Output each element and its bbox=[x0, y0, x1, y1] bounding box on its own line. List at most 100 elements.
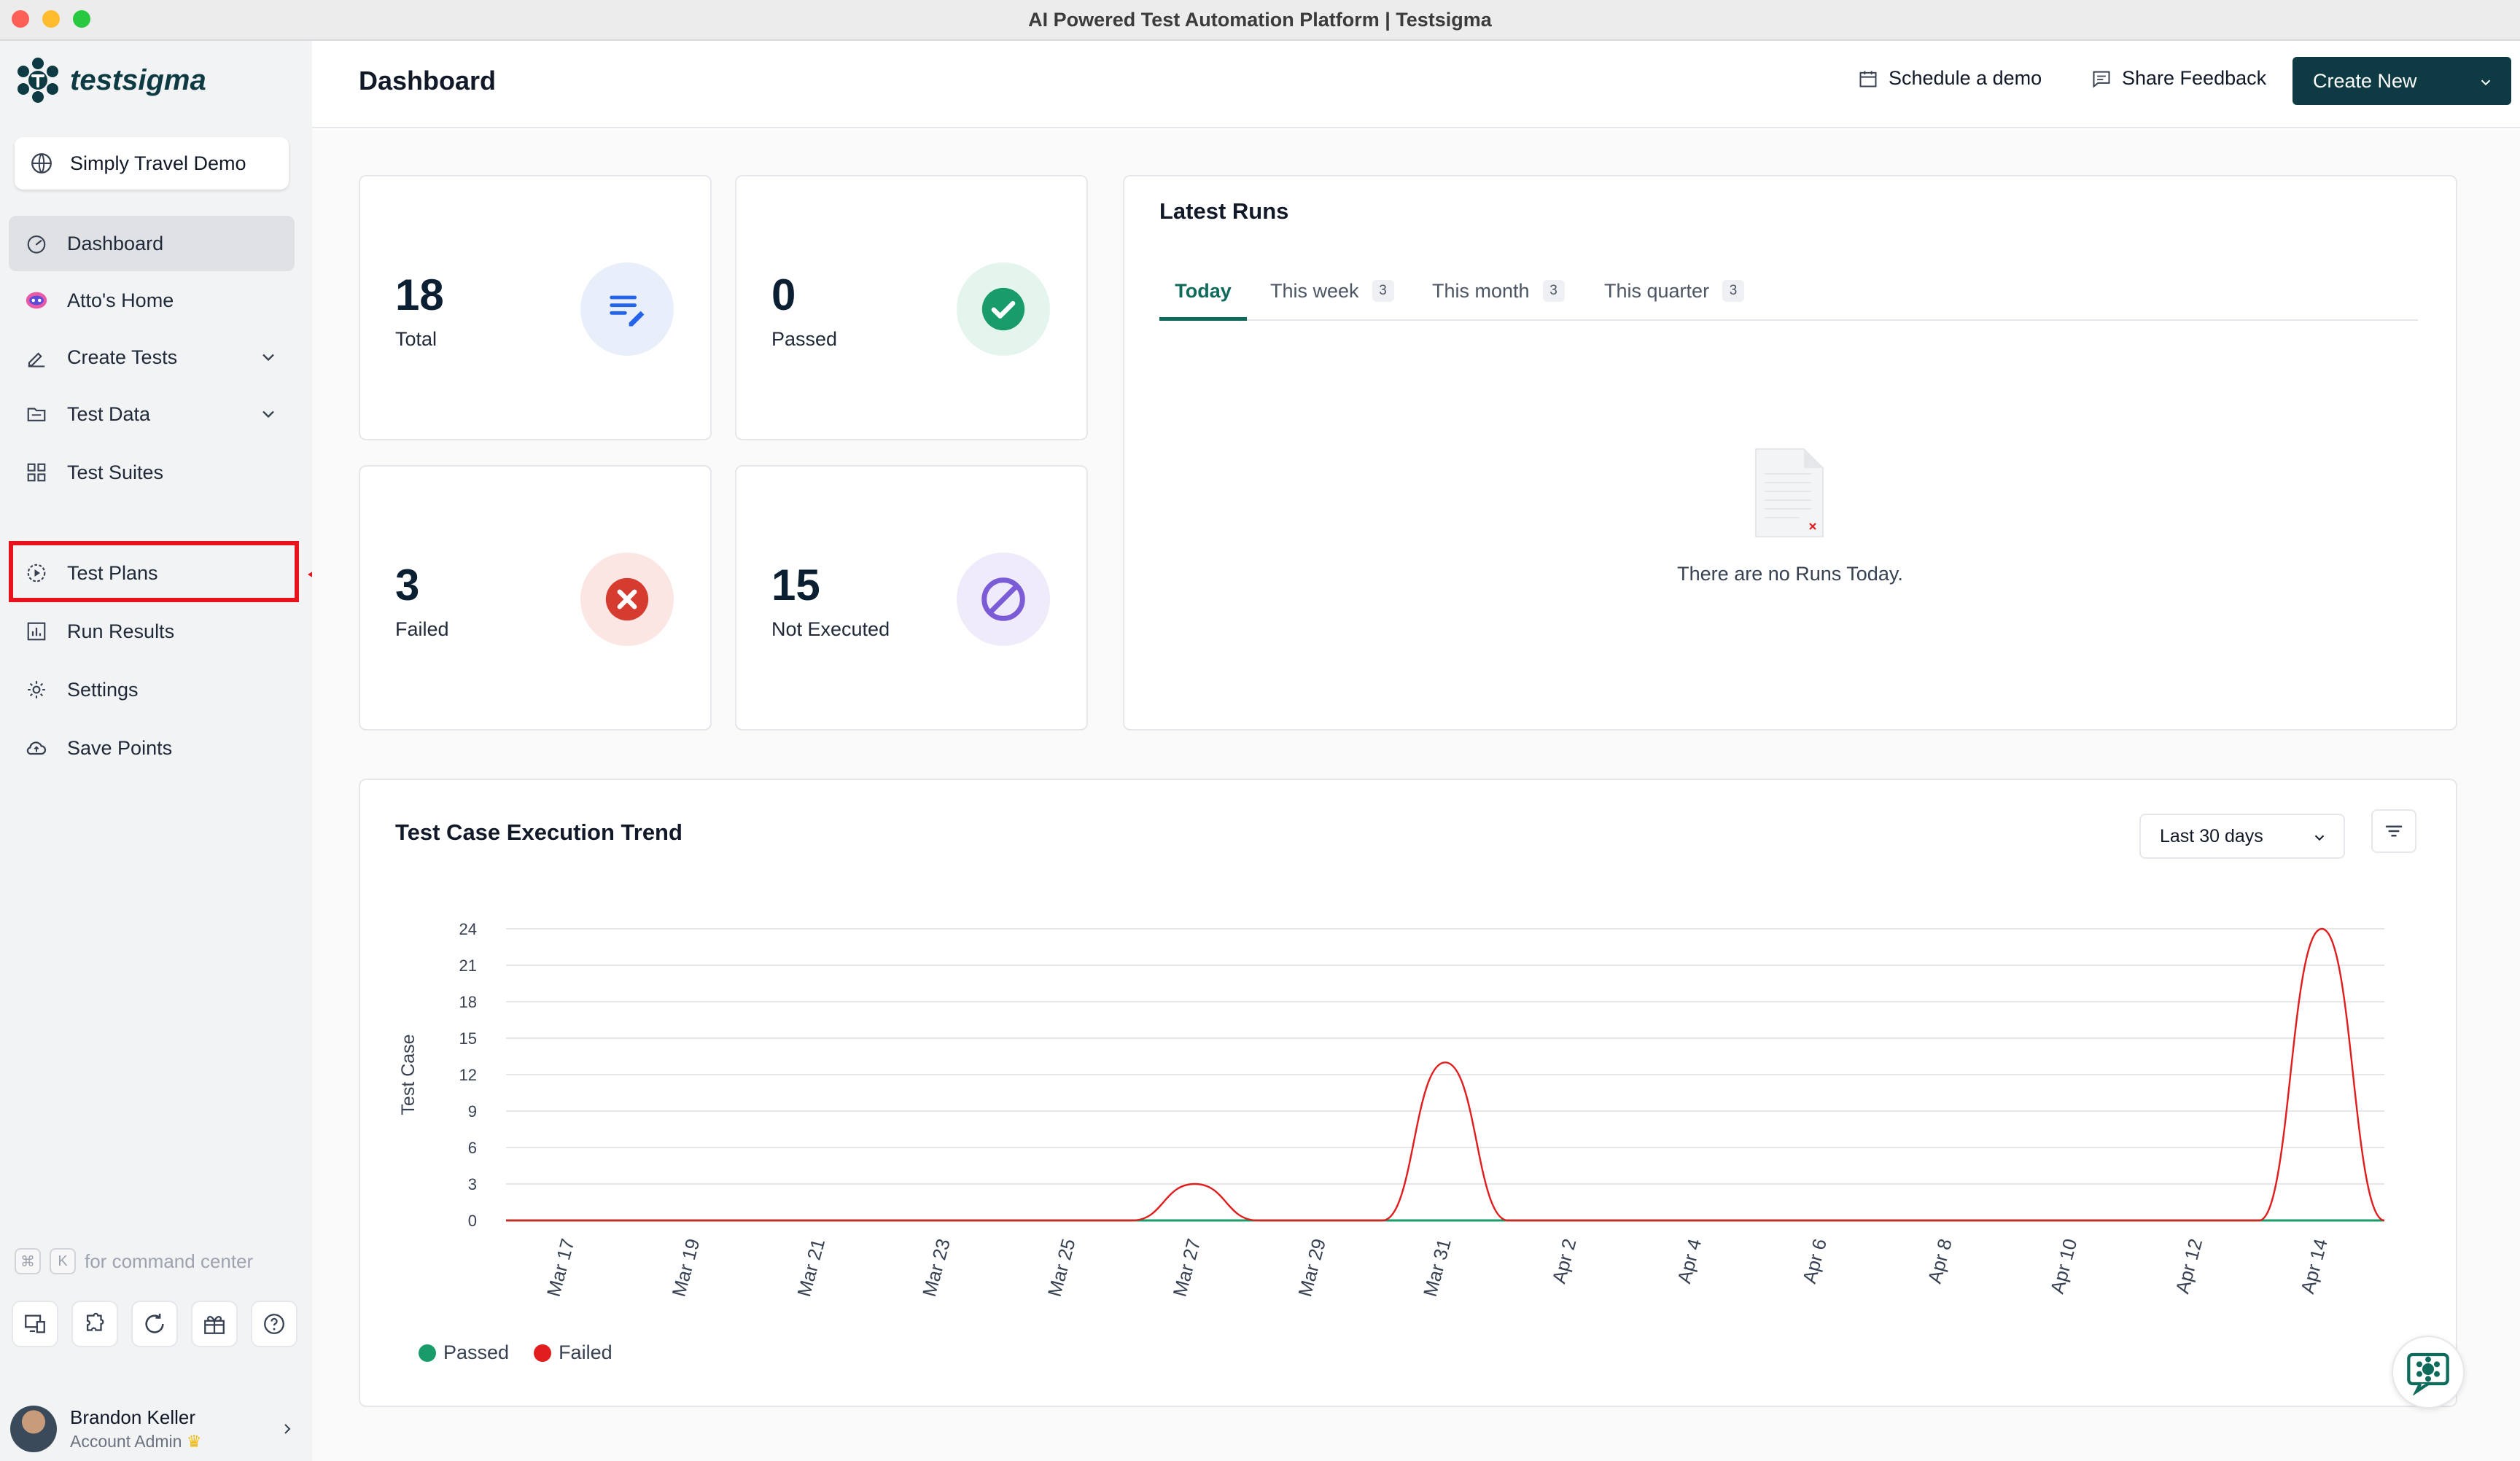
tab-label: This week bbox=[1270, 280, 1359, 302]
brand-name: testsigma bbox=[70, 63, 206, 96]
sidebar-item-test-data[interactable]: Test Data bbox=[9, 386, 295, 442]
empty-runs-message: There are no Runs Today. bbox=[1677, 563, 1903, 585]
stat-label: Total bbox=[395, 328, 438, 350]
create-new-label: Create New bbox=[2313, 69, 2417, 92]
y-tick-label: 15 bbox=[459, 1029, 477, 1048]
sidebar-item-dashboard[interactable]: Dashboard bbox=[9, 216, 295, 271]
stat-card-not-executed[interactable]: 15 Not Executed bbox=[735, 465, 1088, 730]
grid-icon bbox=[23, 459, 50, 486]
sidebar-item-test-plans[interactable]: Test Plans bbox=[9, 545, 295, 601]
legend-item-failed[interactable]: Failed bbox=[534, 1341, 612, 1364]
schedule-demo-label: Schedule a demo bbox=[1889, 67, 2042, 89]
legend-label: Failed bbox=[559, 1341, 612, 1363]
crown-icon: ♛ bbox=[186, 1432, 202, 1451]
bar-chart-icon bbox=[23, 618, 50, 644]
x-tick-label: Apr 6 bbox=[1798, 1236, 1831, 1286]
legend-label: Passed bbox=[443, 1341, 510, 1363]
maximize-window-button[interactable] bbox=[73, 10, 90, 28]
stat-label: Failed bbox=[395, 618, 449, 640]
stat-card-failed[interactable]: 3 Failed bbox=[359, 465, 712, 730]
y-tick-label: 24 bbox=[459, 920, 477, 938]
x-tick-label: Mar 21 bbox=[793, 1236, 829, 1299]
sidebar-item-create-tests[interactable]: Create Tests bbox=[9, 330, 295, 385]
minimize-window-button[interactable] bbox=[42, 10, 60, 28]
legend-item-passed[interactable]: Passed bbox=[419, 1341, 509, 1364]
y-tick-label: 21 bbox=[459, 957, 477, 975]
chevron-right-icon bbox=[284, 1424, 291, 1434]
chat-assistant-button[interactable] bbox=[2392, 1336, 2465, 1409]
window-titlebar: AI Powered Test Automation Platform | Te… bbox=[0, 0, 2520, 41]
latest-runs-title: Latest Runs bbox=[1159, 198, 1289, 224]
create-new-button[interactable]: Create New bbox=[2292, 57, 2511, 105]
globe-icon bbox=[31, 153, 52, 174]
stat-card-total[interactable]: 18 Total bbox=[359, 175, 712, 440]
date-range-value: Last 30 days bbox=[2160, 825, 2263, 846]
stat-value: 15 bbox=[771, 561, 820, 609]
whats-new-button[interactable] bbox=[191, 1301, 238, 1347]
user-profile[interactable]: Brandon Keller Account Admin ♛ bbox=[10, 1401, 302, 1457]
tab-label: This quarter bbox=[1604, 280, 1710, 302]
ban-icon bbox=[957, 553, 1050, 646]
tab-count-badge: 3 bbox=[1722, 280, 1745, 302]
sidebar-item-label: Test Suites bbox=[67, 461, 164, 483]
device-button[interactable] bbox=[12, 1301, 58, 1347]
stat-label: Not Executed bbox=[771, 618, 890, 640]
x-tick-label: Mar 31 bbox=[1419, 1236, 1455, 1299]
list-edit-icon bbox=[580, 262, 674, 356]
chart-filter-button[interactable] bbox=[2371, 809, 2416, 853]
execution-trend-chart: 0 3 6 9 12 15 18 21 24 Test Case Mar 17 Mar 19 Mar 2… bbox=[398, 920, 2385, 1299]
command-hint-text: for command center bbox=[85, 1250, 254, 1272]
x-tick-label: Mar 23 bbox=[918, 1236, 954, 1299]
check-circle-icon bbox=[957, 262, 1050, 356]
schedule-demo-link[interactable]: Schedule a demo bbox=[1858, 67, 2042, 90]
tab-this-week[interactable]: This week 3 bbox=[1270, 273, 1394, 321]
chevron-down-icon bbox=[262, 410, 274, 418]
x-circle-icon bbox=[580, 553, 674, 646]
date-range-select[interactable]: Last 30 days bbox=[2139, 814, 2345, 859]
avatar bbox=[10, 1406, 57, 1452]
y-tick-label: 6 bbox=[468, 1139, 477, 1157]
atto-bot-icon bbox=[23, 287, 50, 313]
gift-icon bbox=[204, 1315, 225, 1334]
project-name: Simply Travel Demo bbox=[70, 152, 246, 174]
x-tick-label: Apr 8 bbox=[1924, 1236, 1956, 1286]
command-center-hint: ⌘ K for command center bbox=[15, 1248, 253, 1274]
project-switcher[interactable]: Simply Travel Demo bbox=[15, 137, 289, 190]
stat-card-passed[interactable]: 0 Passed bbox=[735, 175, 1088, 440]
chevron-down-icon bbox=[2314, 835, 2325, 841]
chevron-down-icon bbox=[2481, 79, 2491, 86]
x-tick-label: Mar 27 bbox=[1168, 1236, 1205, 1299]
sidebar-item-save-points[interactable]: Save Points bbox=[9, 720, 295, 776]
sidebar-item-run-results[interactable]: Run Results bbox=[9, 604, 295, 659]
empty-document-icon bbox=[1755, 448, 1824, 537]
latest-runs-tabs: Today This week 3 This month 3 This quarte… bbox=[1159, 273, 2418, 321]
tab-label: This month bbox=[1432, 280, 1530, 302]
y-axis-label: Test Case bbox=[398, 1034, 419, 1115]
refresh-icon bbox=[145, 1313, 164, 1333]
close-window-button[interactable] bbox=[12, 10, 29, 28]
k-key: K bbox=[50, 1248, 76, 1274]
sidebar-item-test-suites[interactable]: Test Suites bbox=[9, 445, 295, 500]
addons-button[interactable] bbox=[71, 1301, 118, 1347]
x-tick-label: Apr 12 bbox=[2171, 1236, 2206, 1296]
play-circle-icon bbox=[23, 560, 50, 586]
sidebar-item-attos-home[interactable]: Atto's Home bbox=[9, 273, 295, 328]
legend-swatch bbox=[419, 1344, 436, 1362]
utility-toolbar bbox=[12, 1301, 298, 1347]
sidebar-item-settings[interactable]: Settings bbox=[9, 662, 295, 717]
sidebar-item-label: Test Data bbox=[67, 402, 151, 425]
help-button[interactable] bbox=[251, 1301, 298, 1347]
y-tick-label: 0 bbox=[468, 1212, 477, 1230]
dashboard-gauge-icon bbox=[23, 230, 50, 257]
refresh-button[interactable] bbox=[131, 1301, 178, 1347]
tab-label: Today bbox=[1175, 280, 1232, 302]
x-tick-label: Apr 4 bbox=[1673, 1236, 1706, 1286]
chart-legend: Passed Failed bbox=[419, 1341, 637, 1364]
trend-title: Test Case Execution Trend bbox=[395, 819, 682, 845]
brand-logo[interactable]: testsigma bbox=[15, 54, 206, 106]
tab-this-month[interactable]: This month 3 bbox=[1432, 273, 1565, 321]
x-tick-label: Apr 14 bbox=[2296, 1236, 2332, 1296]
tab-today[interactable]: Today bbox=[1159, 273, 1247, 321]
tab-this-quarter[interactable]: This quarter 3 bbox=[1604, 273, 1745, 321]
share-feedback-link[interactable]: Share Feedback bbox=[2091, 67, 2266, 90]
